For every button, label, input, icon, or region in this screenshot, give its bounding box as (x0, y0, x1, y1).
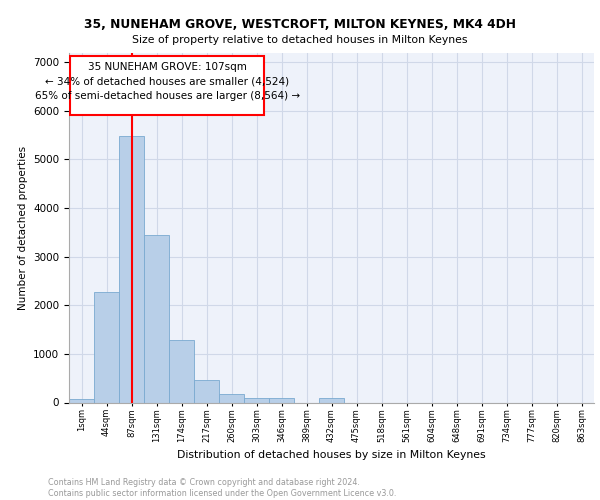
Bar (319, 398, 344, 402)
Y-axis label: Number of detached properties: Number of detached properties (17, 146, 28, 310)
Text: 65% of semi-detached houses are larger (8,564) →: 65% of semi-detached houses are larger (… (35, 92, 299, 102)
Bar (194, 380, 219, 402)
Bar (69, 399, 94, 402)
X-axis label: Distribution of detached houses by size in Milton Keynes: Distribution of detached houses by size … (177, 450, 486, 460)
Text: Size of property relative to detached houses in Milton Keynes: Size of property relative to detached ho… (132, 35, 468, 45)
Text: Contains HM Land Registry data © Crown copyright and database right 2024.
Contai: Contains HM Land Registry data © Crown c… (48, 478, 397, 498)
Bar (119, 136, 144, 402)
FancyBboxPatch shape (70, 56, 264, 114)
Bar (269, 398, 294, 402)
Bar (94, 292, 119, 403)
Bar (169, 340, 194, 402)
Bar (244, 398, 269, 402)
Bar (144, 236, 169, 402)
Bar (219, 394, 244, 402)
Text: 35, NUNEHAM GROVE, WESTCROFT, MILTON KEYNES, MK4 4DH: 35, NUNEHAM GROVE, WESTCROFT, MILTON KEY… (84, 18, 516, 30)
Text: ← 34% of detached houses are smaller (4,524): ← 34% of detached houses are smaller (4,… (45, 77, 289, 87)
Text: 35 NUNEHAM GROVE: 107sqm: 35 NUNEHAM GROVE: 107sqm (88, 62, 247, 72)
